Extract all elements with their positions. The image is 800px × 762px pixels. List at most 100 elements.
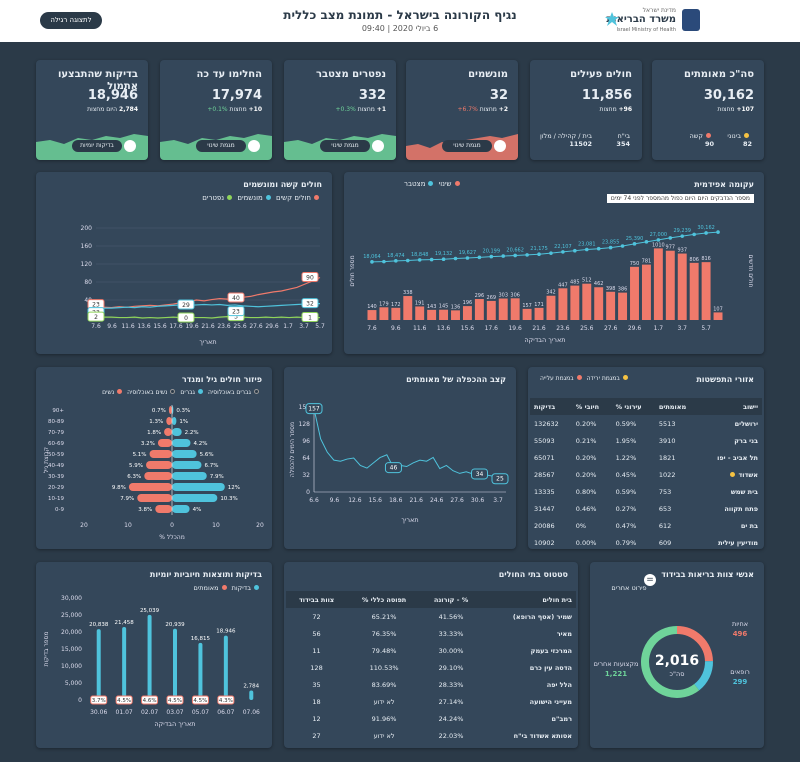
kpi-card-1: חולים פעילים 11,856 96+ מחצות בי"ח 354 בית… xyxy=(530,60,642,160)
table-cell: 3910 xyxy=(658,436,676,445)
hosp-col-header[interactable]: % תפוסה כללי xyxy=(361,595,407,604)
top-header: לתצוגה רגילה נגיף הקורונה בישראל - תמונת… xyxy=(0,0,800,42)
table-row[interactable]: 132632 0.20% 0.59% 5513 ירושלים xyxy=(530,415,762,432)
table-cell: 1821 xyxy=(658,453,676,462)
table-row[interactable]: 31447 0.46% 0.27% 653 פתח תקווה xyxy=(530,500,762,517)
kpi-trend-area xyxy=(36,134,148,160)
table-row[interactable]: 18 לא ידוע 27.14% מעייני הישועה xyxy=(286,693,576,710)
table-cell: 55093 xyxy=(534,436,555,445)
epi-bar-label: 512 xyxy=(582,278,592,284)
hosp-col-header[interactable]: צוות בבידוד xyxy=(298,595,335,604)
regular-view-button[interactable]: לתצוגה רגילה xyxy=(40,12,102,29)
table-row[interactable]: 65071 0.20% 1.22% 1821 תל אביב - יפו xyxy=(530,449,762,466)
table-cell: שמיר (אסף הרופא) xyxy=(512,612,572,621)
kpi-trend-button[interactable]: מגמת שינוי xyxy=(442,140,506,152)
table-row[interactable]: 27 לא ידוע 22.03% אסותא אשדוד בי"ח xyxy=(286,727,576,744)
table-cell: הדסה עין כרם xyxy=(529,663,572,672)
table-cell: 30.00% xyxy=(438,646,464,655)
x-tick: 03.07 xyxy=(166,709,183,716)
data-label-box xyxy=(301,298,319,309)
x-tick: 20 xyxy=(256,522,264,529)
kpi-trend-button[interactable]: מגמת שינוי xyxy=(320,140,384,152)
epi-bar-label: 157 xyxy=(522,303,532,309)
age-category: 90+ xyxy=(52,408,64,414)
test-label: 2,784 xyxy=(243,684,259,690)
kpi-card-5: בדיקות שהתבצעו אתמול 18,946 2,784 היום מ… xyxy=(36,60,148,160)
y-tick: 120 xyxy=(81,261,93,268)
areas-col-header[interactable]: % עירוני xyxy=(615,402,642,411)
epi-cum-dot xyxy=(596,246,601,251)
ministry-logo: מדינת ישראל משרד הבריאות Israel Ministry… xyxy=(596,7,706,35)
kpi-value: 17,974 xyxy=(211,88,262,103)
epi-bar xyxy=(522,308,532,320)
y-tick: 160 xyxy=(81,243,93,250)
x-tick: 20 xyxy=(80,522,88,529)
epi-bar-label: 179 xyxy=(379,301,389,307)
kpi-sub: 2+ מחצות 6.7%+ xyxy=(457,106,508,113)
male-bar xyxy=(172,461,202,469)
hosp-col-header[interactable]: קורונה - % xyxy=(433,595,469,604)
kpi-trend-button[interactable]: בדיקות יומיות xyxy=(72,140,136,152)
x-tick: 10 xyxy=(124,522,132,529)
x-tick: 5.7 xyxy=(701,325,711,332)
epi-bar xyxy=(415,306,425,320)
table-cell: 0.47% xyxy=(615,521,637,530)
data-label-box xyxy=(227,292,245,303)
equals-icon[interactable]: = xyxy=(644,574,656,586)
table-cell: 79.48% xyxy=(371,646,397,655)
x-tick: 30.06 xyxy=(90,709,107,716)
table-cell: אסותא אשדוד בי"ח xyxy=(513,731,572,740)
epi-cum-label: 23,081 xyxy=(578,242,596,248)
table-row[interactable]: 56 76.35% 33.33% מאיר xyxy=(286,625,576,642)
kpi-extra-1: בי"ח 354 xyxy=(616,132,630,148)
female-bar xyxy=(146,461,172,469)
table-row[interactable]: 128 110.53% 29.10% הדסה עין כרם xyxy=(286,659,576,676)
table-row[interactable]: 20086 0% 0.47% 612 בת ים xyxy=(530,517,762,534)
epi-bar-label: 143 xyxy=(427,304,437,310)
table-cell: 609 xyxy=(658,538,672,547)
areas-col-header[interactable]: % חיובי xyxy=(575,402,600,411)
male-label: 5.6% xyxy=(200,452,214,458)
table-row[interactable]: 11 79.48% 30.00% המרכזי בעמק xyxy=(286,642,576,659)
epi-bar xyxy=(653,248,663,320)
epi-bar-label: 816 xyxy=(701,256,711,262)
x-tick: 18.6 xyxy=(389,497,403,504)
areas-table: בדיקות % חיובי % עירוני מאומתים יישוב 132632 0… xyxy=(530,398,762,549)
epi-note: מספר הנדבקים היום היום כפול מהמספר לפני … xyxy=(606,194,754,203)
table-cell: 27 xyxy=(312,731,321,740)
y-tick: 30,000 xyxy=(61,595,82,602)
areas-col-header[interactable]: מאומתים xyxy=(658,402,687,411)
epi-cum-dot xyxy=(608,245,613,250)
epi-cum-dot xyxy=(394,259,398,263)
table-row[interactable]: 12 91.96% 24.24% רמב"ם xyxy=(286,710,576,727)
table-row[interactable]: 72 65.21% 41.56% שמיר (אסף הרופא) xyxy=(286,608,576,625)
table-row[interactable]: 28567 0.20% 0.45% 1022 אשדוד xyxy=(530,466,762,483)
areas-col-header[interactable]: יישוב xyxy=(743,402,758,411)
male-label: 0.3% xyxy=(176,408,190,414)
y-label-left: מספר חולים xyxy=(349,255,356,286)
series-line-2 xyxy=(96,316,320,319)
table-row[interactable]: 35 83.69% 28.33% הלל יפה xyxy=(286,676,576,693)
y-tick: 0 xyxy=(306,489,310,496)
table-cell: מודיעין עילית xyxy=(718,538,758,547)
kpi-sub: 107+ מחצות xyxy=(717,106,754,113)
donut-segment xyxy=(676,626,713,662)
table-row[interactable]: 13335 0.80% 0.59% 753 בית שמש xyxy=(530,483,762,500)
data-label: 2 xyxy=(94,314,98,321)
areas-col-header[interactable]: בדיקות xyxy=(534,402,556,411)
epi-bar xyxy=(367,310,377,320)
epi-bar xyxy=(403,296,413,320)
doubling-panel: קצב ההכפלה של מאומתים 157 128 96 64 32 0 6.6 9.… xyxy=(284,367,516,549)
hosp-col-header[interactable]: בית חולים xyxy=(542,595,572,604)
epi-cum-dot xyxy=(584,247,589,252)
age-panel: פיזור חולים גיל ומגדר גברים באוכלוסיה גב… xyxy=(36,367,272,549)
data-label: 25 xyxy=(496,476,504,483)
epi-title: עקומה אפידמית xyxy=(694,180,754,189)
table-cell: בת ים xyxy=(740,521,758,530)
female-label: 6.3% xyxy=(127,474,141,480)
table-row[interactable]: 10902 0.00% 0.79% 609 מודיעין עילית xyxy=(530,534,762,549)
data-label: 34 xyxy=(476,471,484,478)
table-row[interactable]: 55093 0.21% 1.95% 3910 בני ברק xyxy=(530,432,762,449)
kpi-trend-button[interactable]: מגמת שינוי xyxy=(196,140,260,152)
